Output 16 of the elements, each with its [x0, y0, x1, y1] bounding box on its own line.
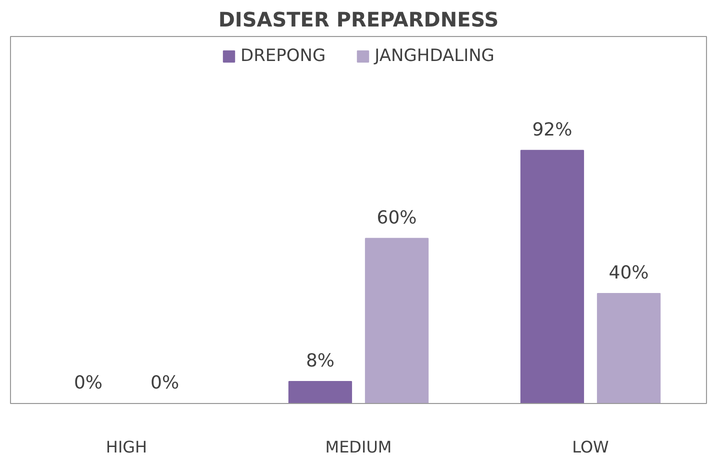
data-label: 40%: [608, 262, 649, 284]
data-label: 0%: [150, 372, 180, 394]
x-tick-label: HIGH: [106, 438, 148, 456]
legend-label: DREPONG: [240, 46, 326, 66]
bar: [596, 292, 661, 404]
x-tick-label: LOW: [572, 438, 610, 456]
data-label: 60%: [376, 207, 417, 228]
bar: [364, 238, 429, 404]
bar: [288, 380, 352, 404]
data-label: 92%: [532, 119, 572, 140]
chart-title: DISASTER PREPARDNESS: [218, 8, 499, 32]
legend-label: JANGHDALING: [374, 46, 494, 66]
x-tick-label: MEDIUM: [325, 438, 392, 456]
data-label: 8%: [306, 350, 335, 372]
data-label: 0%: [74, 372, 103, 394]
bar: [520, 150, 584, 404]
